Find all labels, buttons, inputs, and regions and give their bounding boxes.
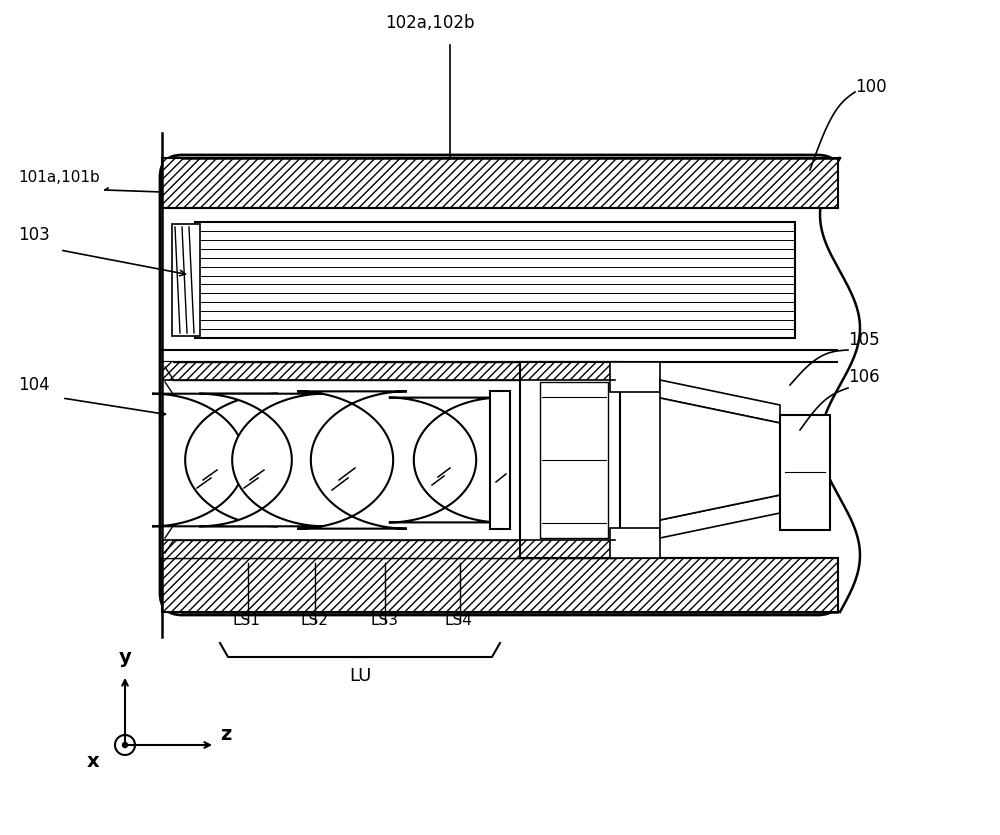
Bar — [540, 382, 608, 538]
Text: 106: 106 — [848, 368, 880, 386]
FancyBboxPatch shape — [160, 155, 840, 615]
Text: 103: 103 — [18, 226, 50, 244]
Bar — [832, 157, 892, 613]
Polygon shape — [199, 393, 325, 526]
Text: LS4: LS4 — [445, 613, 473, 628]
Polygon shape — [389, 397, 501, 523]
Text: y: y — [119, 648, 132, 667]
Bar — [162, 558, 838, 612]
Bar — [162, 362, 838, 558]
Text: 105: 105 — [848, 331, 880, 349]
Bar — [163, 362, 615, 380]
Bar — [195, 222, 795, 338]
Text: 100: 100 — [855, 78, 887, 96]
Bar — [162, 558, 838, 612]
Text: 102a,102b: 102a,102b — [385, 14, 475, 32]
Polygon shape — [297, 392, 407, 529]
Polygon shape — [660, 495, 780, 538]
Bar — [163, 362, 615, 380]
Text: LU: LU — [349, 667, 371, 685]
Text: LS1: LS1 — [233, 613, 261, 628]
Text: LS2: LS2 — [300, 613, 328, 628]
Polygon shape — [152, 393, 278, 526]
Text: x: x — [87, 752, 100, 771]
Bar — [610, 362, 660, 392]
Bar — [780, 415, 830, 530]
Bar — [490, 392, 510, 529]
Bar — [610, 528, 660, 558]
Bar — [162, 158, 838, 208]
Text: z: z — [220, 725, 231, 744]
Polygon shape — [660, 380, 780, 423]
Circle shape — [122, 742, 128, 747]
Circle shape — [115, 735, 135, 755]
Bar — [163, 362, 173, 558]
Bar — [172, 224, 200, 336]
Text: 101a,101b: 101a,101b — [18, 170, 100, 185]
Text: LS3: LS3 — [370, 613, 398, 628]
Bar — [520, 362, 620, 558]
Bar — [162, 158, 838, 208]
Text: 104: 104 — [18, 376, 50, 394]
Bar — [163, 540, 615, 558]
Bar — [163, 540, 615, 558]
Polygon shape — [660, 398, 780, 520]
